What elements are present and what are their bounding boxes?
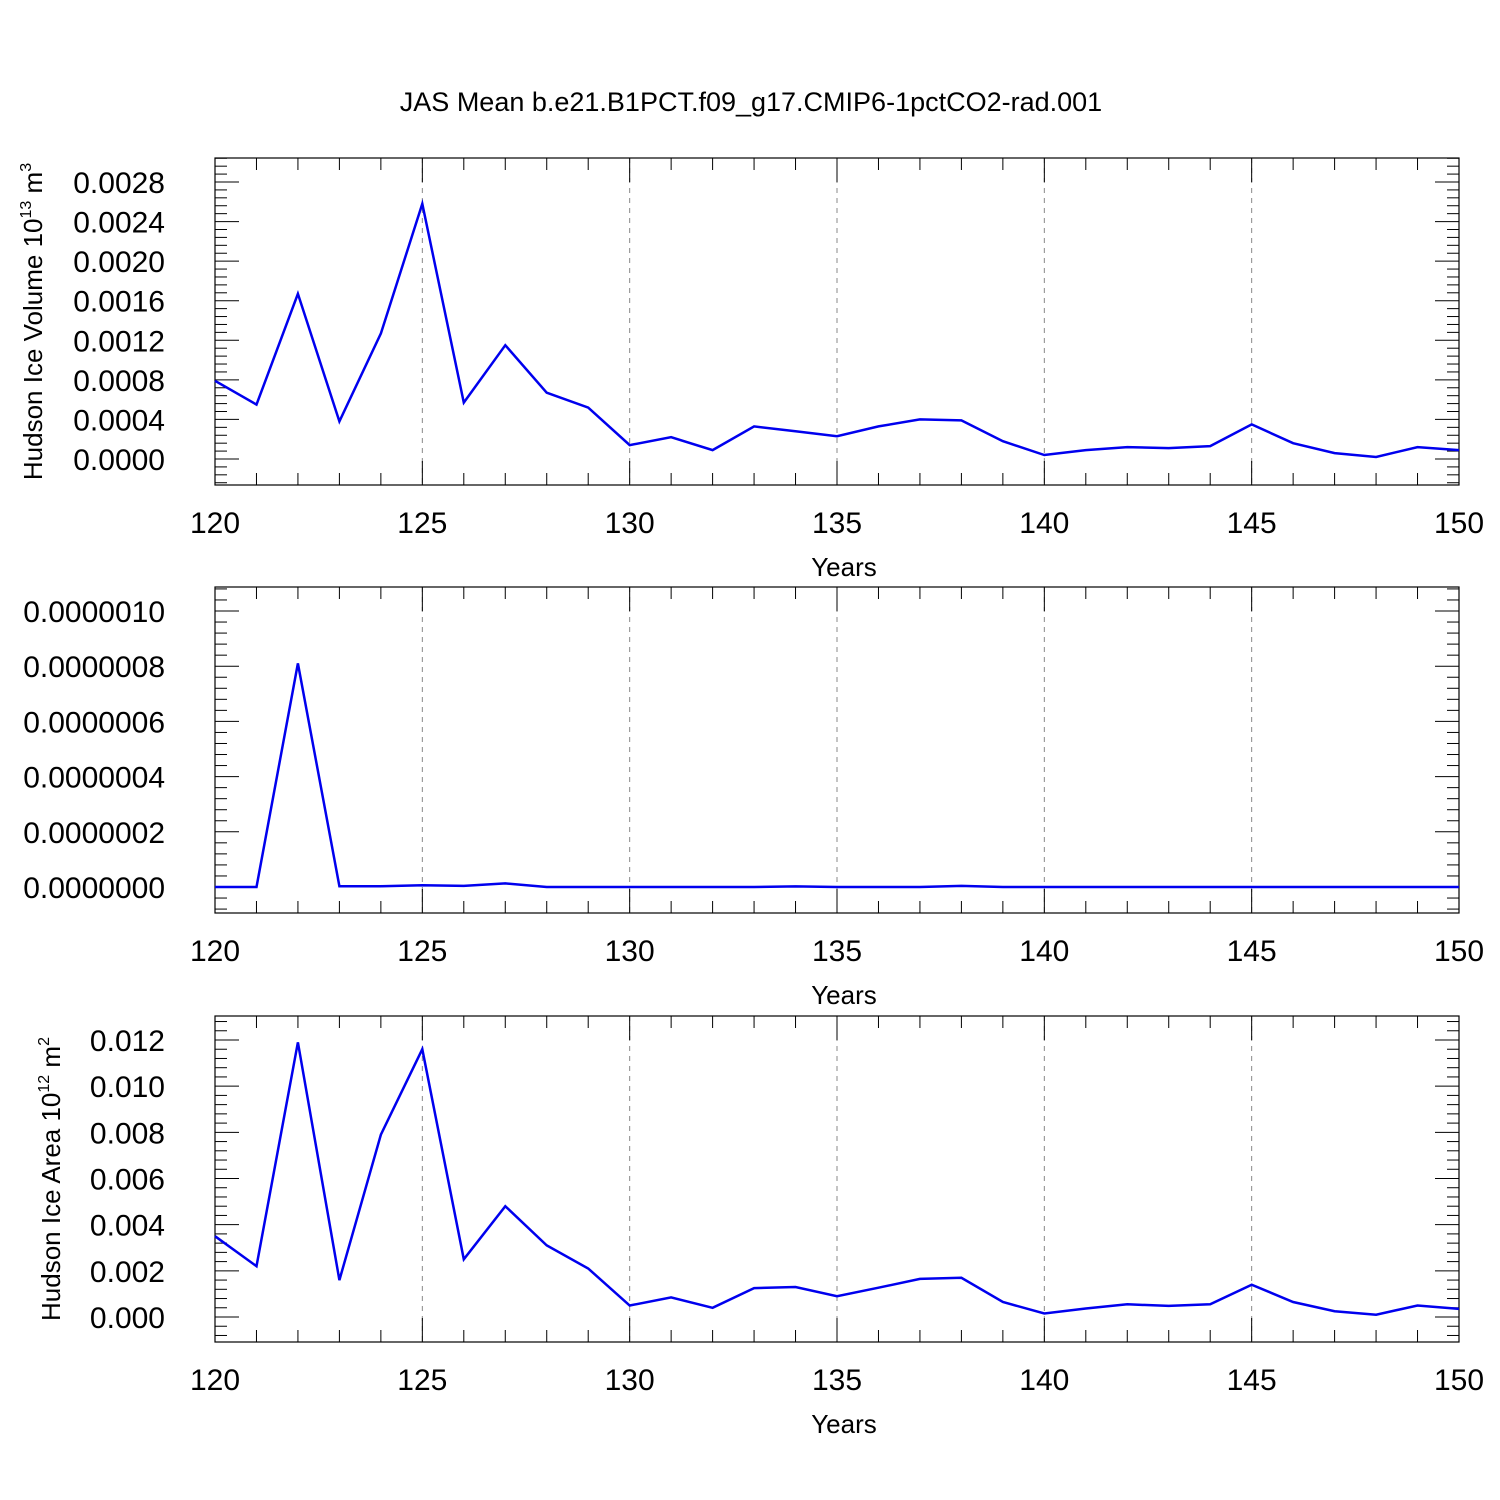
y-tick-label: 0.0024 — [73, 207, 165, 240]
x-tick-label: 145 — [1227, 1364, 1277, 1397]
y-tick-label: 0.008 — [90, 1117, 165, 1150]
y-tick-label: 0.0000 — [73, 444, 165, 477]
chart-panel-3: 120 125 130 135 140 145 150 0.000 0.002 0.004 0.00… — [36, 1015, 1484, 1439]
x-tick-label: 140 — [1019, 1364, 1069, 1397]
x-tick-label: 120 — [190, 935, 240, 968]
x-tick-label: 150 — [1434, 507, 1484, 540]
y-tick-label: 0.006 — [90, 1164, 165, 1197]
y-tick-label: 0.0008 — [73, 365, 165, 398]
y-tick-label: 0.0016 — [73, 286, 165, 319]
x-axis-title: Years — [811, 552, 877, 582]
x-tick-label: 140 — [1019, 935, 1069, 968]
x-tick-label: 140 — [1019, 507, 1069, 540]
x-tick-label: 130 — [605, 935, 655, 968]
x-tick-label: 135 — [812, 935, 862, 968]
x-tick-label: 135 — [812, 507, 862, 540]
y-tick-label: 0.0000002 — [23, 817, 165, 850]
y-tick-label: 0.0000004 — [23, 762, 165, 795]
y-tick-label: 0.000 — [90, 1302, 165, 1335]
y-tick-label: 0.0028 — [73, 167, 165, 200]
chart-title: JAS Mean b.e21.B1PCT.f09_g17.CMIP6-1pctC… — [400, 87, 1102, 117]
y-tick-label: 0.004 — [90, 1210, 165, 1243]
y-axis-title: Hudson Ice Area 1012 m2 — [36, 1037, 66, 1321]
y-tick-label: 0.0000006 — [23, 706, 165, 739]
chart-panel-2: 120 125 130 135 140 145 150 0.0000000 0.0000002 0… — [23, 586, 1484, 1010]
x-tick-label: 125 — [397, 1364, 447, 1397]
x-tick-label: 135 — [812, 1364, 862, 1397]
y-tick-label: 0.0012 — [73, 325, 165, 358]
x-tick-label: 125 — [397, 507, 447, 540]
series-line-1 — [214, 198, 1460, 459]
y-axis-title: Hudson Ice Volume 1013 m3 — [18, 163, 48, 480]
x-tick-label: 145 — [1227, 507, 1277, 540]
y-tick-label: 0.012 — [90, 1025, 165, 1058]
x-tick-label: 150 — [1434, 935, 1484, 968]
series-line-1 — [215, 663, 1459, 889]
x-tick-label: 150 — [1434, 1364, 1484, 1397]
x-tick-label: 125 — [397, 935, 447, 968]
y-tick-label: 0.0000010 — [23, 596, 165, 629]
chart-panels: 120 125 130 135 140 145 150 0.0000 0.0004 0.0008 0… — [18, 157, 1484, 1439]
series-line-1 — [214, 1042, 1460, 1316]
y-tick-label: 0.010 — [90, 1071, 165, 1104]
y-tick-label: 0.0004 — [73, 404, 165, 437]
y-tick-label: 0.0000008 — [23, 651, 165, 684]
x-tick-label: 120 — [190, 1364, 240, 1397]
x-axis-title: Years — [811, 980, 877, 1010]
x-axis-title: Years — [811, 1409, 877, 1439]
chart-panel-1: 120 125 130 135 140 145 150 0.0000 0.0004 0.0008 0… — [18, 157, 1484, 582]
y-tick-label: 0.002 — [90, 1256, 165, 1289]
x-tick-label: 120 — [190, 507, 240, 540]
y-tick-label: 0.0000000 — [23, 872, 165, 905]
x-tick-label: 145 — [1227, 935, 1277, 968]
x-tick-label: 130 — [605, 1364, 655, 1397]
x-tick-label: 130 — [605, 507, 655, 540]
y-tick-label: 0.0020 — [73, 246, 165, 279]
